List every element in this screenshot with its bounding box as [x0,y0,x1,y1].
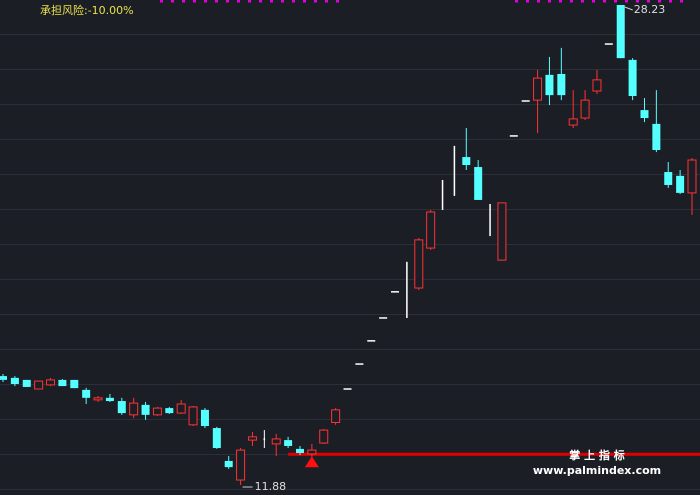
candle-body [141,404,150,415]
candle-body [236,449,246,481]
candle-body [263,438,266,441]
candle-body [414,239,424,289]
candle-body [0,376,7,380]
candle-body [453,145,456,196]
candle-body [105,397,114,402]
candle-body [592,79,602,92]
candle-body [331,409,341,423]
candle-body [284,440,293,446]
candle-body [568,118,578,126]
candle-body [224,460,233,468]
candle-body [687,159,697,194]
candle-body [616,4,625,59]
candle-body [22,379,31,387]
candle-body [462,157,471,165]
candle-body [152,407,162,416]
watermark-url: www.palmindex.com [533,464,661,477]
candle-body [165,408,174,414]
candle-body [212,428,221,449]
candle-body [664,172,673,185]
candle-body [117,401,126,414]
candle-body [652,123,661,151]
buy-signal [304,456,319,468]
candle-body [58,379,67,387]
candle-body [676,175,685,193]
candle-body [247,436,257,441]
candle-body [426,211,436,249]
candle-body [474,167,483,200]
candle-body [34,380,44,390]
candle-body [200,409,209,427]
candle-body [640,110,649,119]
candle-body [580,99,590,119]
candle-body [441,179,444,210]
candle-body [70,379,79,389]
candle-body [307,449,317,455]
candle-body [557,73,566,96]
candle-body [319,429,329,444]
watermark-title: 掌 上 指 标 [569,448,625,462]
max-arrow [624,6,633,11]
risk-label: 承担风险:-10.00% [40,3,134,17]
candle-body [295,448,304,454]
candle-body [46,379,56,386]
candle-body [93,397,103,401]
candle-body [82,389,91,398]
candle-body [628,59,637,97]
max-label: 28.23 [634,3,666,16]
candle-body [533,77,543,101]
candle-body [271,438,281,445]
candle-body [10,377,19,385]
candle-body [497,202,507,261]
candle-body [129,402,139,416]
candle-body [489,204,491,237]
candle-body [188,406,198,426]
min-label: 11.88 [255,480,287,493]
candle-body [176,403,186,414]
candle-body [545,74,554,96]
candle-body [406,261,408,318]
